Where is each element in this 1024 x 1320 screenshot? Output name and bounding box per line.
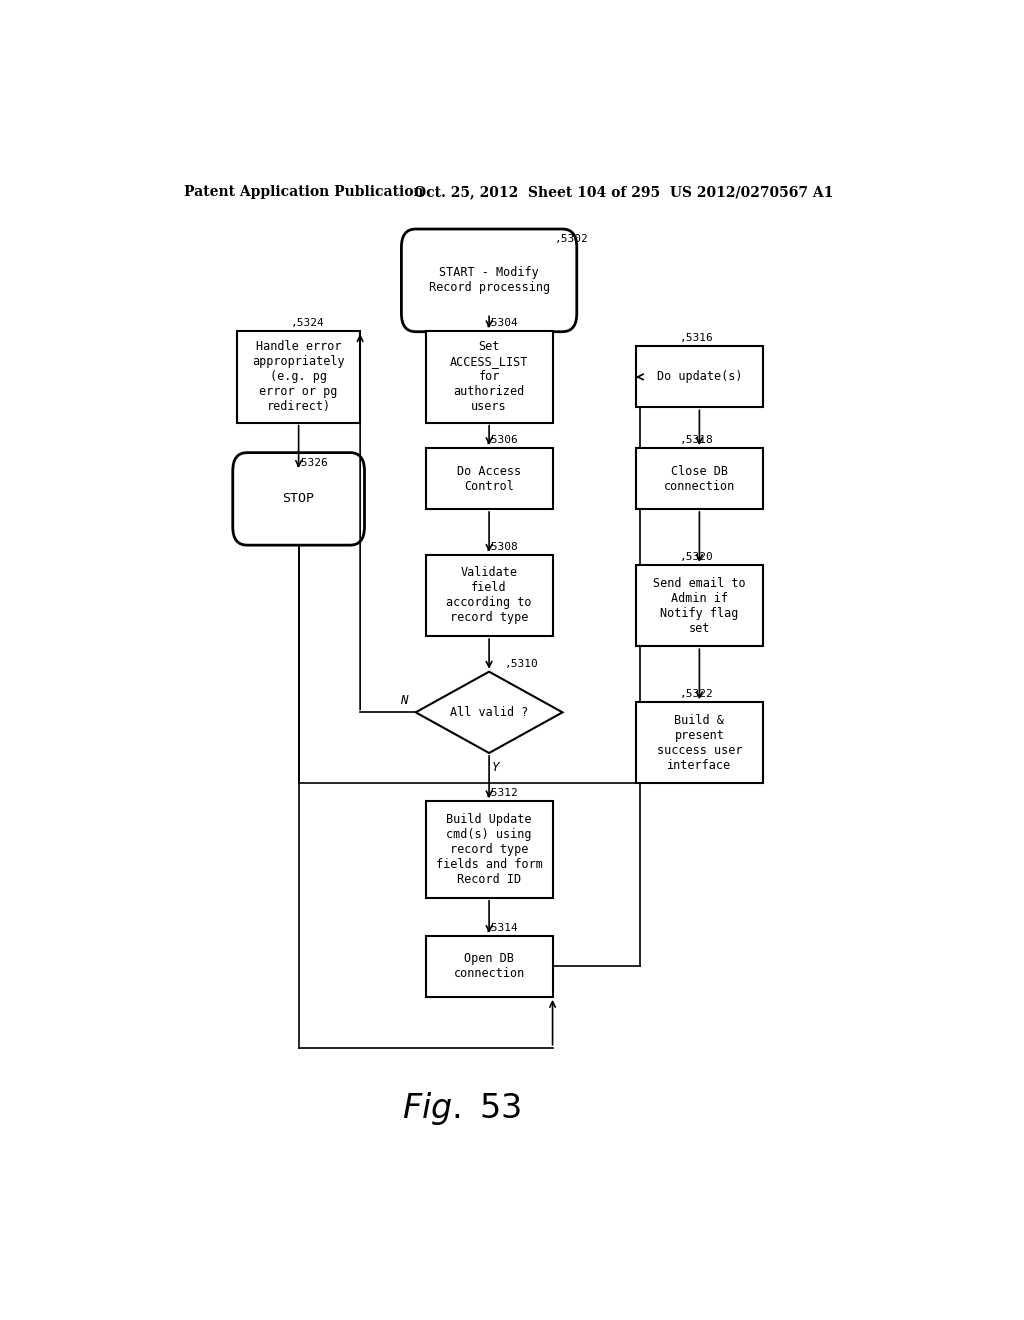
Text: ,5326: ,5326 <box>295 458 329 467</box>
Bar <box>636 346 763 408</box>
Bar <box>636 565 763 647</box>
Text: Open DB
connection: Open DB connection <box>454 953 524 981</box>
Text: ,5304: ,5304 <box>485 318 519 329</box>
Text: Patent Application Publication: Patent Application Publication <box>183 185 423 199</box>
Text: Close DB
connection: Close DB connection <box>664 465 735 492</box>
Text: ,5324: ,5324 <box>291 318 325 329</box>
Text: Send email to
Admin if
Notify flag
set: Send email to Admin if Notify flag set <box>653 577 745 635</box>
Bar <box>238 331 360 422</box>
Text: ,5308: ,5308 <box>485 541 519 552</box>
FancyBboxPatch shape <box>401 230 577 331</box>
Text: ,5314: ,5314 <box>485 923 519 933</box>
Text: Do Access
Control: Do Access Control <box>457 465 521 492</box>
Text: N: N <box>400 694 408 708</box>
Text: ,5310: ,5310 <box>505 659 539 669</box>
Text: ,5306: ,5306 <box>485 436 519 445</box>
Text: START - Modify
Record processing: START - Modify Record processing <box>428 267 550 294</box>
Text: All valid ?: All valid ? <box>450 706 528 719</box>
Text: Build &
present
success user
interface: Build & present success user interface <box>656 714 742 772</box>
Text: Handle error
appropriately
(e.g. pg
error or pg
redirect): Handle error appropriately (e.g. pg erro… <box>252 341 345 413</box>
Text: Build Update
cmd(s) using
record type
fields and form
Record ID: Build Update cmd(s) using record type fi… <box>435 813 543 886</box>
FancyBboxPatch shape <box>232 453 365 545</box>
Text: STOP: STOP <box>283 492 314 506</box>
Text: Oct. 25, 2012  Sheet 104 of 295  US 2012/0270567 A1: Oct. 25, 2012 Sheet 104 of 295 US 2012/0… <box>414 185 834 199</box>
Bar <box>426 331 553 422</box>
Text: Y: Y <box>492 762 499 774</box>
Text: Validate
field
according to
record type: Validate field according to record type <box>446 566 531 624</box>
Polygon shape <box>416 672 562 752</box>
Text: Set
ACCESS_LIST
for
authorized
users: Set ACCESS_LIST for authorized users <box>450 341 528 413</box>
Bar <box>426 936 553 997</box>
Bar <box>636 447 763 510</box>
Text: $\mathit{Fig.}\ \mathit{53}$: $\mathit{Fig.}\ \mathit{53}$ <box>401 1090 521 1127</box>
Text: Do update(s): Do update(s) <box>656 371 742 383</box>
Text: ,5316: ,5316 <box>680 334 714 343</box>
Text: ,5322: ,5322 <box>680 689 714 700</box>
Text: ,5302: ,5302 <box>555 234 589 244</box>
Bar <box>426 554 553 636</box>
Text: ,5318: ,5318 <box>680 436 714 445</box>
Bar <box>426 801 553 898</box>
Text: ,5312: ,5312 <box>485 788 519 799</box>
Text: ,5320: ,5320 <box>680 552 714 562</box>
Bar <box>636 702 763 784</box>
Bar <box>426 447 553 510</box>
